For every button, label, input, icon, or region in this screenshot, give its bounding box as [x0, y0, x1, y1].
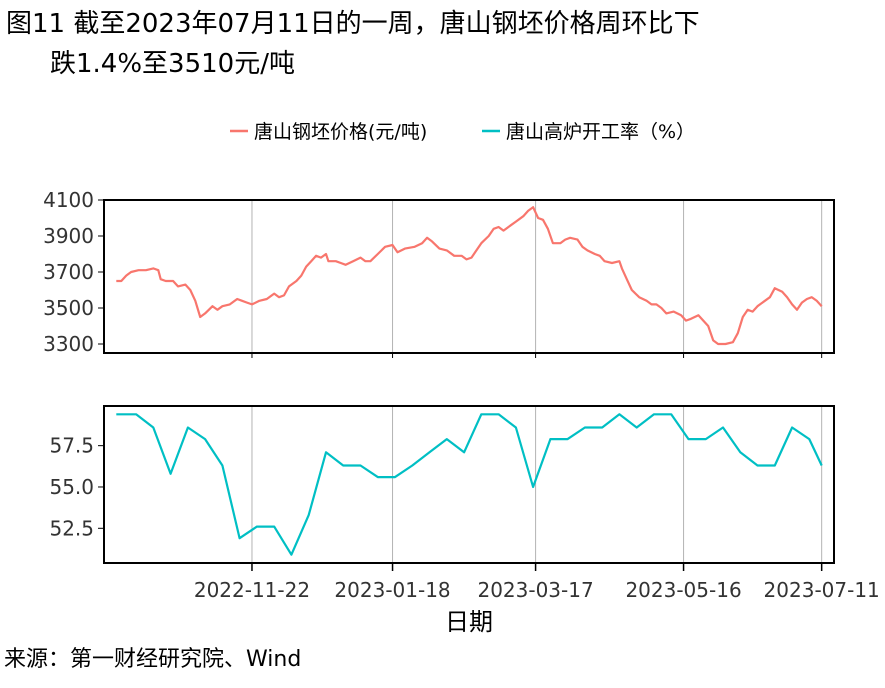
title-line-2: 跌1.4%至3510元/吨	[50, 49, 295, 79]
x-tick-label: 2023-03-17	[477, 578, 593, 602]
y-tick-label: 52.5	[49, 516, 94, 540]
x-tick-label: 2023-05-16	[625, 578, 741, 602]
figure-title: 图11 截至2023年07月11日的一周，唐山钢坯价格周环比下 跌1.4%至35…	[6, 4, 700, 84]
legend-label-1: 唐山钢坯价格(元/吨)	[254, 121, 427, 143]
y-tick-label: 3700	[43, 260, 94, 284]
legend: 唐山钢坯价格(元/吨) 唐山高炉开工率（%）	[230, 121, 695, 143]
y-tick-label: 4100	[43, 188, 94, 212]
series-line-1	[116, 206, 823, 346]
y-tick-label: 55.0	[49, 475, 94, 499]
title-line-1: 图11 截至2023年07月11日的一周，唐山钢坯价格周环比下	[6, 9, 700, 39]
series-line-2	[116, 413, 823, 556]
y-tick-label: 3300	[43, 332, 94, 356]
y-tick-label: 57.5	[49, 434, 94, 458]
panel-1: 3300 3500 3700 3900 4100	[43, 188, 835, 358]
x-tick-label: 2023-01-18	[334, 578, 450, 602]
panel-2: 52.5 55.0 57.5	[49, 405, 835, 564]
panel-frame-1	[103, 199, 835, 354]
x-axis-title: 日期	[445, 608, 493, 636]
y-tick-label: 3900	[43, 224, 94, 248]
x-tick-label: 2023-07-11	[764, 578, 880, 602]
source-note: 来源：第一财经研究院、Wind	[4, 647, 302, 672]
x-tick-label: 2022-11-22	[194, 578, 310, 602]
y-tick-label: 3500	[43, 296, 94, 320]
legend-label-2: 唐山高炉开工率（%）	[506, 121, 695, 143]
